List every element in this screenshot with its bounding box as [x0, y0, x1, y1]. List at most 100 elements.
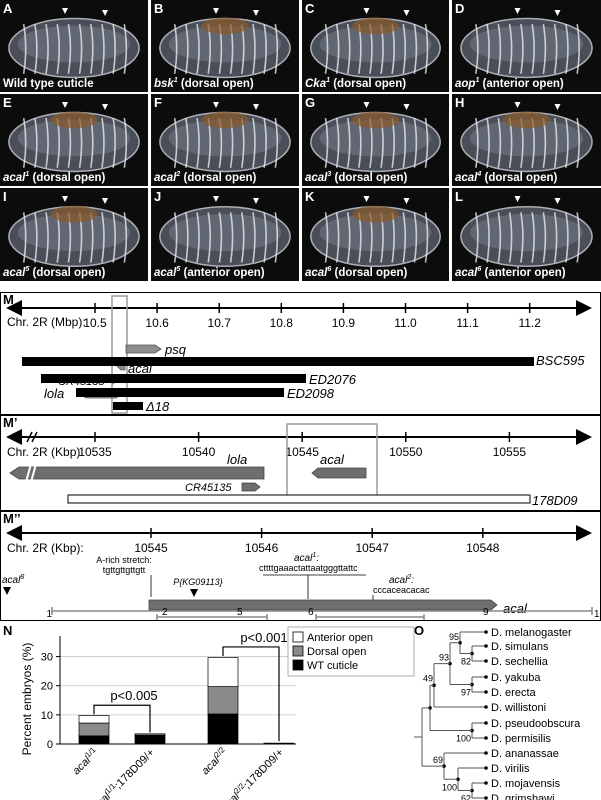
- m3-primer-lines: [51, 607, 593, 620]
- tree-tip: [484, 659, 488, 663]
- tree-tip: [484, 766, 488, 770]
- bar-segment: [78, 722, 110, 737]
- tree-tip: [484, 781, 488, 785]
- m3-acal1-seq: cttttgaaactattaatgggttattc: [259, 563, 358, 573]
- significance-bracket: [93, 704, 151, 733]
- species-label: D. sechellia: [491, 656, 549, 668]
- m-bar-ed2076: [41, 374, 306, 383]
- bar-segment: [263, 742, 295, 745]
- m2-lola-break: [25, 463, 37, 483]
- embryo-panel-a: A Wild type cuticle: [0, 0, 148, 92]
- m2-gene-acal: [311, 467, 367, 479]
- embryo-cuticle-image: [159, 8, 291, 79]
- x-tick-label: acal1/1: [69, 745, 101, 777]
- m2-gene-lola: [9, 466, 265, 480]
- primer-label: 4: [264, 619, 270, 621]
- panel-m2-map: 10535 10540 10545 10550 10555 Chr. 2R (Kbp):…: [6, 423, 592, 508]
- x-tick-label: acal2/2: [198, 745, 230, 777]
- p-value-label: p<0.005: [110, 688, 157, 703]
- m3-axis-ticks: 10545 10546 10547 10548: [134, 528, 500, 555]
- m2-bac-bar: [67, 494, 531, 504]
- m2-gene-acal-label: acal: [320, 452, 345, 467]
- embryo-panel-c: C Cka1 (dorsal open): [302, 0, 449, 92]
- tree-tip: [484, 630, 488, 634]
- embryo-cuticle-image: [8, 196, 140, 268]
- panel-caption: Wild type cuticle: [3, 78, 94, 90]
- embryo-cuticle-image: [159, 102, 291, 173]
- bootstrap-label: 100: [456, 734, 471, 744]
- panel-caption: acal3 (dorsal open): [305, 171, 408, 184]
- tree-tip: [484, 675, 488, 679]
- m-bar-bsc595-label: BSC595: [536, 353, 585, 368]
- tree-tip: [484, 705, 488, 709]
- primer-label: 5: [237, 607, 243, 618]
- panel-letter: H: [455, 95, 465, 110]
- bootstrap-label: 62: [461, 794, 471, 800]
- species-label: D. mojavensis: [491, 778, 561, 790]
- panel-caption: acal5 (dorsal open): [3, 266, 106, 279]
- primer-label: 10: [594, 609, 601, 620]
- panel-caption: aop1 (anterior open): [455, 77, 564, 90]
- panel-letter: K: [305, 189, 315, 204]
- primer-label: 6: [308, 607, 314, 618]
- species-label: D. virilis: [491, 763, 530, 775]
- species-label: D. grimshawi: [491, 793, 555, 800]
- m-gene-lola-label: lola: [44, 386, 64, 401]
- panel-letter: J: [154, 189, 162, 204]
- bar-segment: [78, 735, 110, 745]
- m2-axis-label: Chr. 2R (Kbp):: [7, 445, 84, 459]
- m-axis-label: Chr. 2R (Mbp):: [7, 315, 86, 329]
- axis-tick-label: 11.0: [394, 316, 417, 330]
- axis-tick-label: 10.6: [145, 316, 169, 330]
- axis-tick-label: 10546: [245, 541, 279, 555]
- primer-label: 3: [154, 619, 160, 621]
- m3-gene-acal: [148, 599, 498, 611]
- panel-caption: acal1 (dorsal open): [3, 171, 106, 184]
- bootstrap-label: 100: [442, 782, 457, 792]
- tree-tip: [484, 736, 488, 740]
- m3-axis-label: Chr. 2R (Kbp):: [7, 541, 84, 555]
- primer-label: 7: [313, 619, 319, 621]
- axis-tick-label: 10.8: [270, 316, 294, 330]
- bootstrap-label: 49: [423, 673, 433, 683]
- m3-acal8-label: acal8: [2, 574, 24, 586]
- panel-o-letter: O: [414, 623, 425, 638]
- bar-segment: [78, 715, 110, 724]
- tree-tip: [484, 644, 488, 648]
- tree-tip: [484, 796, 488, 800]
- panel-letter: L: [455, 189, 463, 204]
- bar-segment: [134, 733, 166, 736]
- m-bar-bsc595: [22, 357, 534, 366]
- primer-label: 8: [421, 619, 427, 621]
- y-tick-label: 0: [47, 739, 53, 751]
- panel-caption: Cka1 (dorsal open): [305, 77, 407, 90]
- panel-m3-letter: M’’: [3, 511, 21, 526]
- bootstrap-label: 95: [449, 632, 459, 642]
- panel-m-map: 10.5 10.6 10.7 10.8 10.9 11.0 11.1 11.2 Chr. 2R…: [6, 295, 592, 414]
- species-label: D. erecta: [491, 687, 537, 699]
- m3-acal2-label: acal2:: [389, 574, 414, 586]
- m-zoom-box: [111, 295, 128, 414]
- species-label: D. pseudoobscura: [491, 718, 581, 730]
- legend-box: [287, 626, 415, 677]
- panel-letter: D: [455, 1, 465, 16]
- axis-tick-label: 10550: [389, 445, 423, 459]
- y-tick-label: 10: [41, 710, 53, 722]
- embryo-cuticle-image: [310, 8, 441, 79]
- panel-letter: I: [3, 189, 7, 204]
- panel-letter: G: [305, 95, 316, 110]
- species-label: D. simulans: [491, 641, 549, 653]
- axis-tick-label: 10548: [466, 541, 500, 555]
- species-label: D. ananassae: [491, 748, 559, 760]
- panel-n-letter: N: [3, 623, 13, 638]
- primer-label: 2: [162, 607, 168, 618]
- species-label: D. willistoni: [491, 702, 546, 714]
- m-bar-ed2098-label: ED2098: [287, 386, 335, 401]
- m3-acal2-seq: cccaceacacac: [373, 585, 430, 595]
- panel-o-tree: 95 82 93 97 49 100 69 100 62 D. melanogaster D. si…: [414, 627, 581, 800]
